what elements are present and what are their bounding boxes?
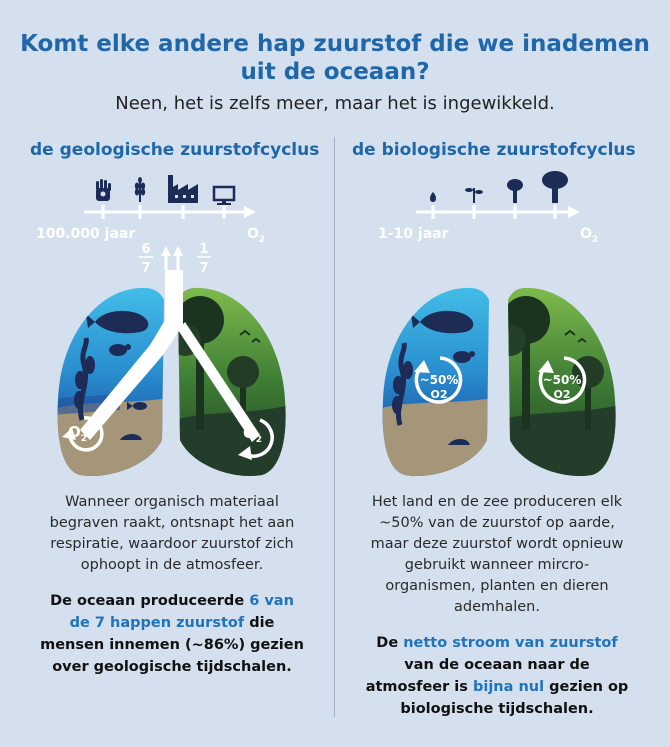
wheat-icon: [134, 177, 146, 202]
oxygen-flow-left: [80, 270, 260, 442]
column-divider: [334, 137, 335, 717]
svg-text:7: 7: [141, 261, 150, 276]
fraction-six-sevenths: 6 7: [139, 242, 153, 276]
svg-text:6: 6: [141, 242, 150, 257]
left-conclusion: De oceaan produceerde 6 van de 7 happen …: [40, 593, 304, 675]
young-tree-icon: [507, 179, 523, 203]
factory-icon: [168, 175, 198, 203]
cycle-badge-forest: ~50% O2: [538, 356, 587, 404]
fraction-one-seventh: 1 7: [197, 242, 211, 276]
up-arrows: [161, 246, 183, 270]
right-timeline: [416, 171, 580, 219]
left-heading: de geologische zuurstofcyclus: [30, 140, 320, 160]
seed-icon: [430, 192, 436, 202]
left-timeline-end: O2: [247, 226, 265, 245]
right-timeline-start: 1-10 jaar: [378, 226, 449, 242]
svg-text:~50%: ~50%: [420, 373, 459, 387]
svg-text:O2: O2: [430, 388, 447, 401]
computer-icon: [212, 185, 236, 205]
left-description: Wanneer organisch materiaal begraven raa…: [49, 494, 295, 573]
left-timeline-start: 100.000 jaar: [36, 226, 135, 242]
right-heading: de biologische zuurstofcyclus: [352, 140, 636, 160]
left-timeline: [84, 175, 256, 219]
forest-lung-right: [508, 287, 616, 476]
svg-text:1: 1: [199, 242, 208, 257]
right-timeline-end: O2: [580, 226, 598, 245]
right-description: Het land en de zee produceren elk ~50% v…: [370, 494, 624, 615]
forest-lung-left: [178, 287, 286, 476]
sprout-icon: [465, 188, 483, 203]
cycle-badge-ocean: ~50% O2: [414, 356, 463, 404]
hand-icon: [96, 179, 111, 201]
svg-text:7: 7: [199, 261, 208, 276]
right-conclusion: De netto stroom van zuurstof van de ocea…: [365, 635, 629, 717]
page-title: Komt elke andere hap zuurstof die we ina…: [20, 31, 650, 85]
svg-text:O2: O2: [553, 388, 570, 401]
ocean-lung-left: [57, 287, 164, 476]
ocean-lung-right: [382, 287, 489, 476]
page-subtitle: Neen, het is zelfs meer, maar het is ing…: [115, 93, 555, 114]
svg-text:~50%: ~50%: [543, 373, 582, 387]
tree-icon: [542, 171, 568, 203]
